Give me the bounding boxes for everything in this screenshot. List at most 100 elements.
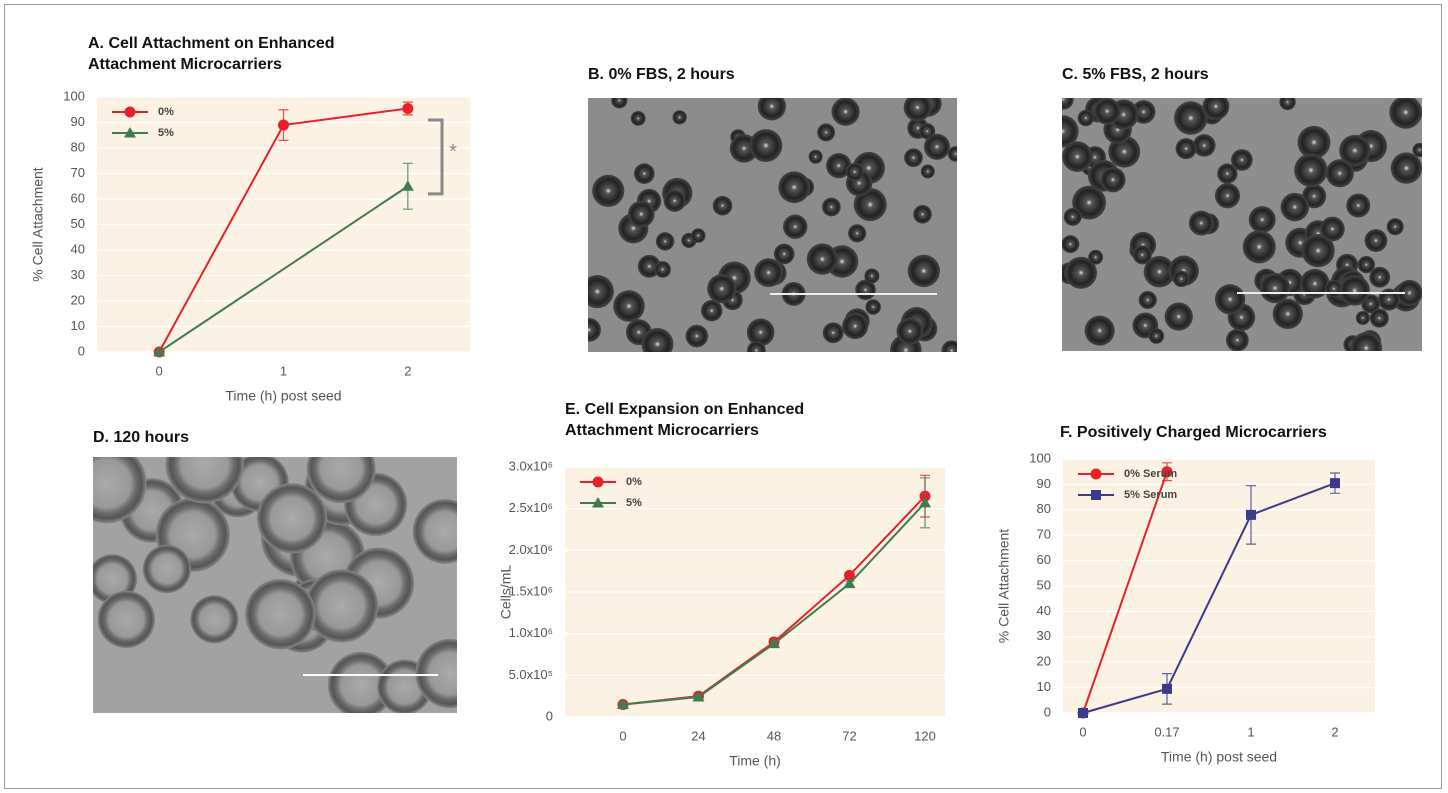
y-tick-label: 0: [78, 343, 85, 358]
bead: [1138, 290, 1157, 310]
marker: [1162, 683, 1172, 694]
bead: [903, 98, 932, 122]
y-tick-label: 100: [1029, 450, 1051, 465]
bead: [630, 111, 646, 126]
y-axis-label: % Cell Attachment: [996, 529, 1012, 643]
legend-marker: [592, 497, 604, 508]
bead: [1202, 98, 1230, 120]
y-tick-label: 70: [71, 165, 85, 180]
y-tick-label: 10: [1037, 679, 1051, 694]
x-axis-label: Time (h) post seed: [225, 388, 341, 404]
y-tick-label: 80: [71, 139, 85, 154]
marker: [278, 119, 289, 131]
bead: [904, 148, 923, 168]
y-tick-label: 40: [1037, 603, 1051, 618]
bead: [190, 595, 239, 644]
bead: [1063, 207, 1082, 226]
bead: [1357, 255, 1375, 274]
series-line: [1082, 482, 1336, 714]
bead: [1369, 266, 1391, 288]
bead: [845, 162, 864, 181]
x-tick-label: 0: [156, 363, 163, 378]
bead: [641, 328, 674, 352]
bead: [672, 110, 687, 125]
legend-marker: [1091, 490, 1101, 500]
bead: [627, 200, 655, 228]
bead: [1297, 125, 1331, 159]
bead: [746, 318, 775, 347]
legend-label: 5% Serum: [1124, 489, 1177, 501]
series-line: [158, 185, 409, 353]
x-tick-label: 0.17: [1154, 724, 1179, 739]
micrograph: [588, 98, 957, 352]
bead: [1364, 229, 1388, 252]
bead: [1072, 185, 1107, 220]
marker: [919, 496, 931, 508]
bead: [1064, 256, 1098, 289]
bead: [1148, 328, 1165, 344]
marker: [1078, 708, 1088, 718]
y-tick-label: 20: [71, 292, 85, 307]
x-tick-label: 2: [1331, 724, 1338, 739]
legend-marker: [124, 106, 136, 118]
bead: [778, 171, 811, 204]
bead: [613, 290, 645, 322]
bead: [1339, 275, 1370, 306]
bead: [1062, 141, 1093, 172]
bead: [842, 313, 869, 340]
bead: [1217, 163, 1238, 184]
bead: [97, 590, 156, 649]
panel-title: D. 120 hours: [93, 429, 190, 446]
y-tick-label: 2.0x10⁶: [509, 542, 553, 557]
bead: [415, 638, 457, 709]
x-axis-label: Time (h): [729, 753, 781, 769]
bead: [1325, 159, 1354, 188]
bead: [663, 189, 686, 212]
marker: [1246, 509, 1256, 520]
bead: [412, 498, 457, 564]
significance-label: *: [449, 141, 457, 163]
bead: [588, 318, 601, 342]
bead: [1174, 101, 1208, 135]
y-tick-label: 70: [1037, 527, 1051, 542]
bead: [754, 258, 783, 288]
y-tick-label: 30: [1037, 628, 1051, 643]
y-tick-label: 10: [71, 318, 85, 333]
y-tick-label: 0: [1044, 704, 1051, 719]
marker: [1330, 478, 1340, 489]
bead: [920, 164, 935, 179]
legend-label: 0%: [626, 476, 642, 488]
bead: [782, 214, 808, 239]
y-tick-label: 50: [71, 216, 85, 231]
frame: [4, 4, 1442, 789]
bead: [691, 228, 706, 243]
panel-title: C. 5% FBS, 2 hours: [1062, 66, 1209, 83]
x-axis-label: Time (h) post seed: [1161, 749, 1277, 765]
bead: [831, 98, 860, 126]
bead: [701, 299, 723, 322]
marker: [768, 637, 780, 649]
y-tick-label: 3.0x10⁶: [509, 458, 553, 473]
x-tick-label: 0: [1079, 724, 1086, 739]
y-tick-label: 50: [1037, 577, 1051, 592]
bead: [142, 544, 192, 594]
micrograph: [93, 457, 457, 713]
bead: [907, 254, 940, 288]
bead: [864, 268, 880, 284]
bead: [1088, 249, 1104, 265]
bead: [1062, 115, 1079, 148]
bead: [633, 163, 655, 184]
bead: [749, 129, 783, 162]
bead: [941, 340, 957, 352]
bead: [1214, 183, 1241, 209]
bead: [1386, 218, 1404, 236]
bead: [1280, 192, 1310, 222]
bead: [1062, 235, 1080, 254]
bead: [1412, 142, 1422, 158]
y-tick-label: 100: [63, 88, 85, 103]
bead: [913, 204, 932, 224]
y-tick-label: 90: [71, 114, 85, 129]
bead: [93, 457, 147, 524]
legend-marker: [124, 127, 136, 138]
